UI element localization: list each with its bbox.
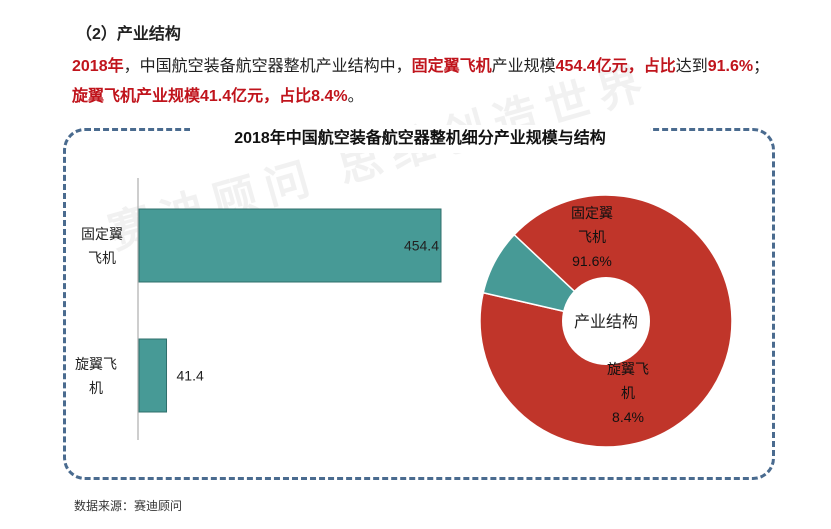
category-line: 机 [89, 380, 103, 396]
para-comma-2: ， [263, 88, 280, 105]
para-text-3: 达到 [675, 58, 708, 75]
data-source: 数据来源：赛迪顾问 [74, 499, 183, 513]
donut-slice-label: 飞机 [578, 229, 606, 245]
category-line: 固定翼 [81, 226, 123, 242]
section-title: （2）产业结构 [76, 26, 181, 43]
fixed-wing-share: 91.6% [707, 58, 754, 75]
bar [138, 208, 442, 283]
bar-value-label: 454.4 [404, 238, 439, 254]
category-line: 飞机 [88, 250, 116, 266]
bar [138, 338, 168, 413]
rotor-text: 旋翼飞机产业规模41.4亿元 [72, 88, 264, 105]
summary-paragraph: 2018年，中国航空装备航空器整机产业结构中，固定翼飞机产业规模454.4亿元，… [72, 52, 772, 112]
donut-chart: 产业结构 固定翼飞机 91.6% 旋翼飞机 8.4% [479, 194, 733, 448]
bar-category-label-fixed-wing: 固定翼 飞机 [72, 222, 132, 270]
fixed-wing-text: 固定翼飞机 [411, 58, 492, 75]
donut-slice-label: 固定翼 [571, 205, 613, 221]
category-line: 旋翼飞 [75, 356, 117, 372]
para-text-1: ，中国航空装备航空器整机产业结构中， [123, 58, 412, 75]
bar-category-label-rotor: 旋翼飞 机 [66, 352, 126, 400]
rotor-share: 占比8.4% [279, 88, 348, 105]
para-period: 。 [347, 88, 364, 105]
year-text: 2018年 [72, 58, 124, 75]
donut-center-label: 产业结构 [574, 313, 638, 331]
donut-slice-label: 8.4% [612, 409, 644, 425]
chart-title: 2018年中国航空装备航空器整机细分产业规模与结构 [190, 125, 650, 153]
para-semicolon: ； [753, 58, 770, 75]
fixed-wing-value: 454.4亿元 [555, 58, 628, 75]
donut-hole [562, 277, 650, 365]
bar-value-label: 41.4 [177, 368, 204, 384]
para-text-2: 产业规模 [491, 58, 556, 75]
donut-slice-label: 91.6% [572, 253, 612, 269]
donut-slice-label: 机 [621, 385, 635, 401]
share-text: 占比 [643, 58, 676, 75]
donut-slice-label: 旋翼飞 [607, 361, 649, 377]
para-comma-1: ， [627, 58, 644, 75]
